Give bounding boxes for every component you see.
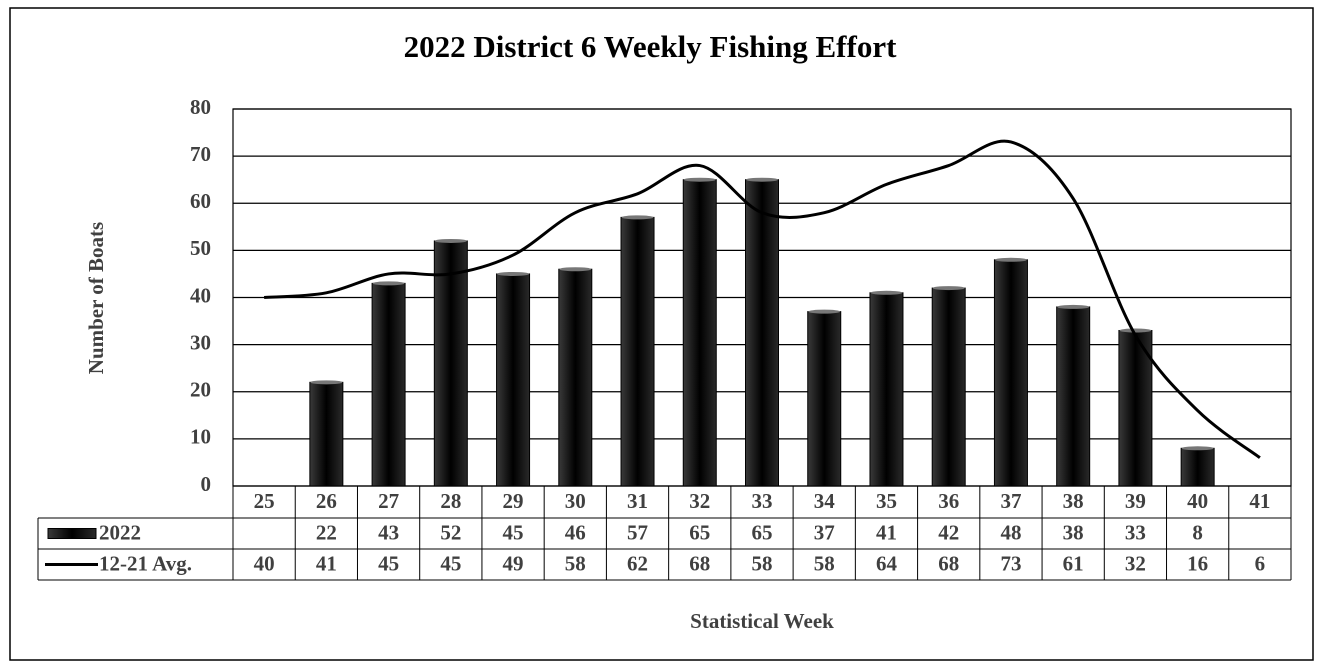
x-tick-label: 26 xyxy=(316,489,337,513)
bar-top xyxy=(497,271,530,276)
bar xyxy=(869,292,904,487)
table-value: 43 xyxy=(378,520,399,544)
table-value: 6 xyxy=(1255,551,1266,575)
legend-swatch xyxy=(47,528,97,539)
x-tick-label: 25 xyxy=(254,489,275,513)
x-tick-label: 34 xyxy=(814,489,836,513)
bar-top xyxy=(372,281,405,286)
table-value: 49 xyxy=(503,551,524,575)
x-tick-label: 36 xyxy=(938,489,959,513)
x-tick-label: 41 xyxy=(1249,489,1270,513)
bar xyxy=(682,179,717,487)
bar-top xyxy=(1057,304,1090,309)
y-tick-label: 0 xyxy=(201,472,212,496)
chart-title: 2022 District 6 Weekly Fishing Effort xyxy=(404,29,897,64)
table-value: 58 xyxy=(752,551,773,575)
table-value: 68 xyxy=(689,551,710,575)
bar-top xyxy=(808,309,841,314)
bar xyxy=(807,311,842,487)
y-tick-label: 20 xyxy=(190,378,211,402)
table-value: 52 xyxy=(440,520,461,544)
x-tick-label: 33 xyxy=(752,489,773,513)
x-tick-label: 28 xyxy=(440,489,461,513)
table-value: 32 xyxy=(1125,551,1146,575)
table-value: 41 xyxy=(876,520,897,544)
y-tick-label: 10 xyxy=(190,425,211,449)
bar xyxy=(1056,306,1091,487)
x-tick-label: 38 xyxy=(1063,489,1084,513)
bar-top xyxy=(310,380,343,385)
table-value: 41 xyxy=(316,551,337,575)
bar-top xyxy=(434,238,467,243)
bar-top xyxy=(559,267,592,272)
legend-label: 2022 xyxy=(99,520,141,544)
table-value: 16 xyxy=(1187,551,1208,575)
table-value: 22 xyxy=(316,520,337,544)
x-axis-label: Statistical Week xyxy=(690,609,834,633)
table-value: 45 xyxy=(378,551,399,575)
bar-top xyxy=(683,177,716,182)
table-value: 58 xyxy=(565,551,586,575)
x-tick-label: 31 xyxy=(627,489,648,513)
bar xyxy=(496,273,531,487)
table-value: 37 xyxy=(814,520,835,544)
table-value: 64 xyxy=(876,551,898,575)
bar xyxy=(1118,329,1153,487)
bar xyxy=(993,259,1028,487)
x-tick-label: 30 xyxy=(565,489,586,513)
table-value: 45 xyxy=(503,520,524,544)
bar xyxy=(745,179,779,487)
bar-top xyxy=(621,215,654,220)
table-value: 45 xyxy=(440,551,461,575)
y-tick-label: 70 xyxy=(190,142,211,166)
bar-top xyxy=(1181,446,1214,451)
table-value: 48 xyxy=(1000,520,1021,544)
bar xyxy=(620,216,655,487)
x-tick-label: 35 xyxy=(876,489,897,513)
x-tick-label: 32 xyxy=(689,489,710,513)
table-value: 65 xyxy=(752,520,773,544)
table-value: 8 xyxy=(1192,520,1203,544)
bar-top xyxy=(870,290,903,295)
bar xyxy=(931,287,966,487)
x-tick-label: 29 xyxy=(503,489,524,513)
bar-top xyxy=(746,177,778,182)
y-tick-label: 40 xyxy=(190,283,211,307)
table-value: 57 xyxy=(627,520,648,544)
table-value: 58 xyxy=(814,551,835,575)
x-tick-label: 37 xyxy=(1000,489,1021,513)
y-tick-label: 60 xyxy=(190,189,211,213)
bar xyxy=(309,381,344,487)
table-value: 62 xyxy=(627,551,648,575)
y-tick-label: 50 xyxy=(190,236,211,260)
x-tick-label: 27 xyxy=(378,489,399,513)
table-value: 42 xyxy=(938,520,959,544)
chart-border xyxy=(9,7,1314,661)
bar-top xyxy=(994,257,1027,262)
y-axis-label: Number of Boats xyxy=(84,222,108,374)
bar-top xyxy=(932,286,965,291)
table-value: 65 xyxy=(689,520,710,544)
table-value: 68 xyxy=(938,551,959,575)
table-value: 38 xyxy=(1063,520,1084,544)
table-value: 46 xyxy=(565,520,586,544)
y-tick-label: 80 xyxy=(190,95,211,119)
bar xyxy=(433,240,468,487)
legend-label: 12-21 Avg. xyxy=(99,551,192,575)
table-value: 33 xyxy=(1125,520,1146,544)
table-value: 61 xyxy=(1063,551,1084,575)
table-value: 73 xyxy=(1000,551,1021,575)
bar xyxy=(371,282,406,487)
line xyxy=(264,139,1261,459)
y-tick-label: 30 xyxy=(190,330,211,354)
bar xyxy=(558,268,593,487)
bar-top xyxy=(1119,328,1152,333)
x-tick-label: 40 xyxy=(1187,489,1208,513)
table-value: 40 xyxy=(254,551,275,575)
bar xyxy=(1180,447,1215,487)
x-tick-label: 39 xyxy=(1125,489,1146,513)
